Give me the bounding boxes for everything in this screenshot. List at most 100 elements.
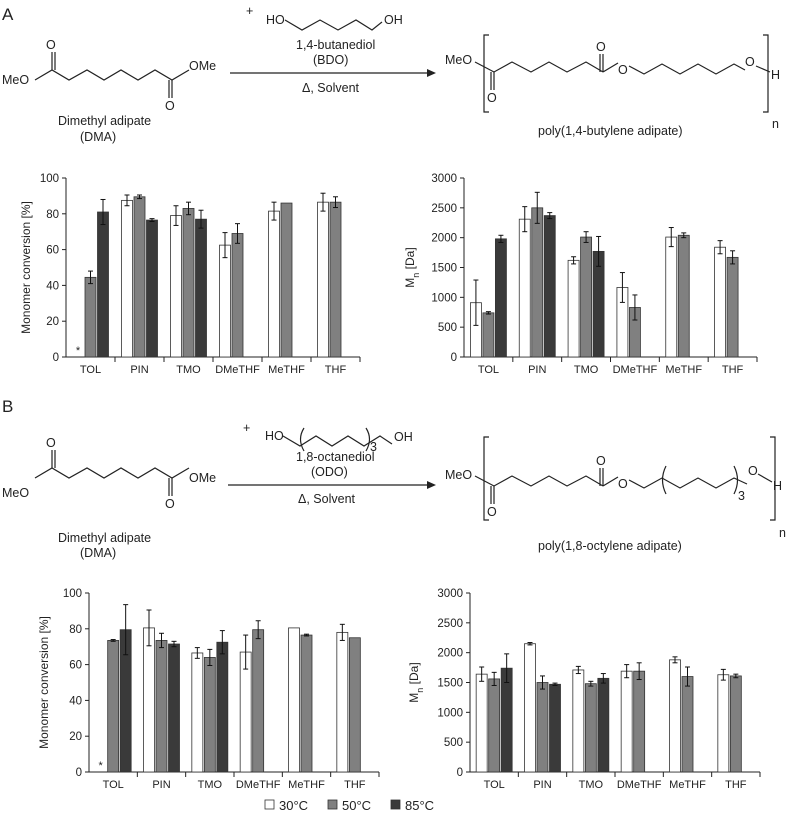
- y-tick-label: 2000: [437, 648, 463, 660]
- bar-dmethf-50c: [252, 629, 265, 773]
- x-tick-label-thf: THF: [725, 779, 747, 791]
- plus-sign-a: +: [246, 4, 253, 18]
- svg-text:O: O: [745, 55, 755, 69]
- y-tick-label: 500: [444, 737, 463, 749]
- reactant-name-a: Dimethyl adipate: [58, 114, 151, 128]
- bar-dmethf-50c: [633, 670, 646, 773]
- bar-tmo-85c: [216, 641, 229, 773]
- bar-methf-30c: [268, 210, 280, 358]
- bar-tol-85c: [500, 667, 513, 773]
- annotation-asterisk: *: [76, 345, 81, 357]
- svg-text:MeO: MeO: [2, 486, 29, 500]
- y-axis-title: Mn [Da]: [407, 662, 425, 702]
- bar-tol-30c: [475, 673, 488, 773]
- annotation-asterisk: *: [99, 760, 104, 772]
- bar-dmethf-50c: [231, 233, 244, 358]
- svg-text:O: O: [618, 63, 628, 77]
- bar-tmo-50c: [584, 683, 597, 773]
- y-tick-label: 40: [69, 695, 82, 707]
- x-tick-label-thf: THF: [722, 364, 744, 376]
- y-tick-label: 0: [451, 352, 457, 364]
- x-tick-label-tmo: TMO: [198, 779, 223, 791]
- x-tick-label-tol: TOL: [484, 779, 505, 791]
- bar-dmethf-30c: [219, 244, 231, 358]
- x-tick-label-tmo: TMO: [176, 364, 201, 376]
- bar-tmo-85c: [592, 250, 605, 358]
- reagent-abbr-b: (ODO): [311, 465, 348, 479]
- y-tick-label: 2000: [431, 233, 457, 245]
- bar-tol-85c: [97, 211, 109, 358]
- bar-pin-50c: [536, 682, 549, 773]
- x-tick-label-thf: THF: [325, 364, 347, 376]
- x-tick-label-dmethf: DMeTHF: [613, 364, 658, 376]
- x-tick-label-pin: PIN: [528, 364, 546, 376]
- conditions-a: Δ, Solvent: [302, 81, 360, 95]
- x-tick-label-methf: MeTHF: [669, 779, 706, 791]
- legend-swatch-30c: [264, 799, 275, 810]
- legend-swatch-85c: [390, 799, 401, 810]
- svg-text:HO: HO: [265, 429, 284, 443]
- bar-tmo-50c: [182, 208, 195, 358]
- legend-label-50c: 50°C: [342, 798, 371, 813]
- svg-text:O: O: [487, 505, 497, 519]
- bar-methf-50c: [280, 202, 293, 358]
- bar-methf-30c: [288, 627, 300, 773]
- y-tick-label: 1500: [431, 263, 457, 275]
- bar-pin-85c: [146, 219, 158, 358]
- x-tick-label-pin: PIN: [152, 779, 170, 791]
- svg-text:O: O: [618, 477, 628, 491]
- chart-b-mn: 0 500 1000 1500 2000 2500 3000 Mn [Da] TOL PIN TMO…: [407, 588, 761, 791]
- arrowhead-a: [427, 69, 436, 77]
- y-tick-label: 3000: [431, 173, 457, 185]
- y-tick-label: 20: [69, 731, 82, 743]
- bar-tmo-50c: [203, 657, 216, 773]
- y-tick-label: 0: [457, 767, 463, 779]
- chart-b-conversion: 0 20 40 60 80 100 Monomer conversion [%] TOL * PI…: [37, 588, 380, 791]
- bar-tmo-85c: [195, 218, 207, 358]
- bar-thf-50c: [726, 256, 739, 358]
- x-tick-label-methf: MeTHF: [665, 364, 702, 376]
- legend-swatch-50c: [327, 799, 338, 810]
- y-tick-label: 0: [53, 352, 59, 364]
- x-tick-label-tmo: TMO: [574, 364, 599, 376]
- legend-label-85c: 85°C: [405, 798, 434, 813]
- reactant-name-b: Dimethyl adipate: [58, 531, 151, 545]
- product-name-b: poly(1,8-octylene adipate): [538, 539, 682, 553]
- y-tick-label: 1500: [437, 678, 463, 690]
- svg-text:O: O: [487, 91, 497, 105]
- legend-label-30c: 30°C: [279, 798, 308, 813]
- bar-pin-30c: [143, 627, 155, 773]
- y-axis-title: Monomer conversion [%]: [37, 616, 51, 749]
- y-tick-label: 80: [69, 624, 82, 636]
- svg-text:O: O: [46, 38, 56, 52]
- bar-tmo-30c: [170, 215, 182, 358]
- svg-text:OH: OH: [394, 430, 413, 444]
- y-axis-title: Mn [Da]: [403, 247, 421, 287]
- bar-tol-50c: [84, 276, 97, 358]
- conditions-b: Δ, Solvent: [298, 492, 356, 506]
- y-tick-label: 80: [46, 209, 59, 221]
- svg-text:O: O: [165, 99, 175, 113]
- bar-methf-30c: [665, 236, 678, 358]
- bar-tmo-85c: [597, 677, 610, 773]
- bar-pin-85c: [168, 643, 180, 773]
- bar-pin-30c: [121, 199, 133, 358]
- bar-pin-85c: [549, 683, 561, 773]
- bar-pin-50c: [531, 207, 544, 358]
- arrowhead-b: [427, 481, 436, 489]
- chart-a-conversion: 0 20 40 60 80 100 Monomer conversion [%] TOL * PI…: [19, 173, 361, 376]
- bar-pin-30c: [524, 643, 536, 773]
- x-tick-label-tmo: TMO: [579, 779, 604, 791]
- bar-thf-50c: [348, 637, 361, 773]
- y-tick-label: 20: [46, 316, 59, 328]
- bar-thf-30c: [317, 201, 329, 358]
- x-tick-label-tol: TOL: [103, 779, 124, 791]
- x-tick-label-pin: PIN: [130, 364, 148, 376]
- svg-text:3: 3: [738, 489, 745, 503]
- product-structure-b: MeO O O O 3 O H n: [445, 436, 786, 540]
- bar-methf-50c: [681, 676, 694, 773]
- bar-tol-50c: [107, 640, 120, 773]
- dma-structure-b: O O MeO OMe: [2, 436, 216, 511]
- svg-text:O: O: [165, 497, 175, 511]
